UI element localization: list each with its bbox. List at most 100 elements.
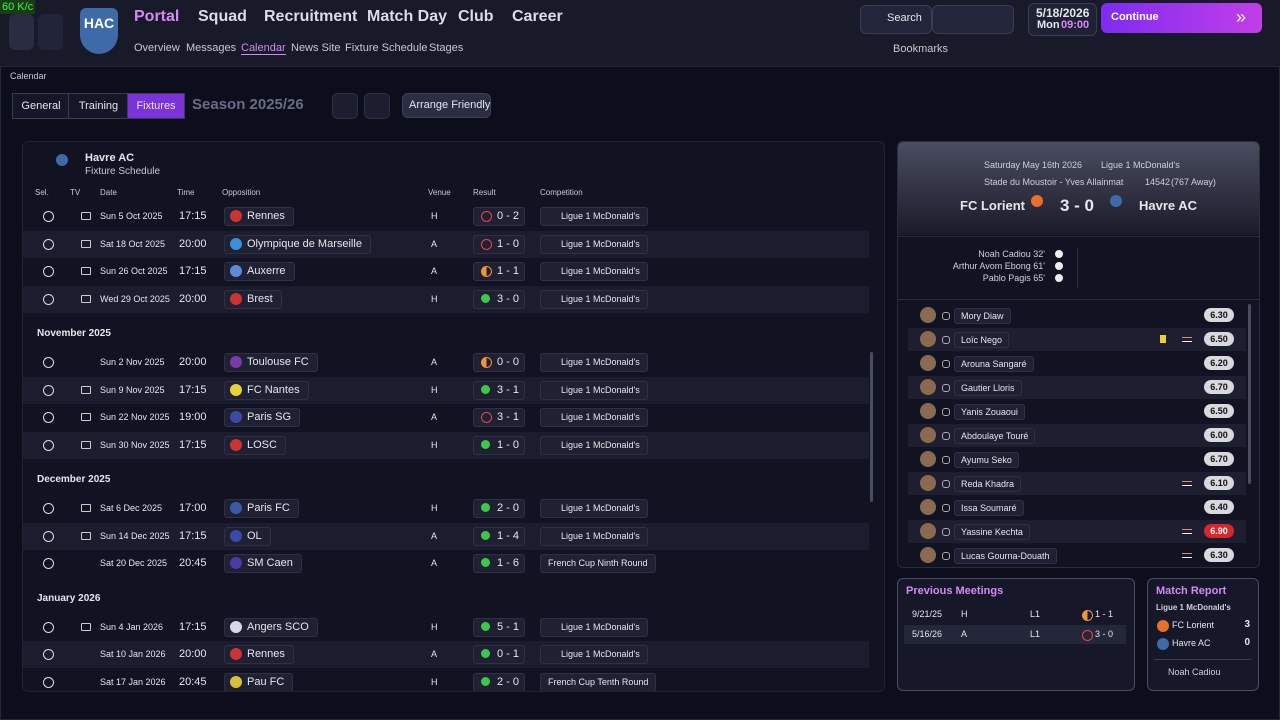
select-radio[interactable] xyxy=(43,439,54,451)
fixture-row[interactable]: Sun 9 Nov 2025 17:15 FC Nantes H 3 - 1 Ligue … xyxy=(23,376,869,404)
player-row[interactable]: Mory Diaw 6.30 xyxy=(908,304,1246,327)
bookmarks[interactable]: Bookmarks xyxy=(893,43,949,55)
select-radio[interactable] xyxy=(43,649,54,660)
opposition-chip[interactable]: Paris SG xyxy=(224,408,301,427)
select-radio[interactable] xyxy=(43,621,54,633)
select-radio[interactable] xyxy=(43,676,54,688)
fixture-row[interactable]: Sun 4 Jan 2026 17:15 Angers SCO H 5 - 1 Ligue… xyxy=(23,614,869,641)
match-header xyxy=(898,142,1259,235)
player-photo xyxy=(920,355,936,371)
arrange-friendly[interactable] xyxy=(402,93,491,118)
forward-button[interactable] xyxy=(38,14,63,50)
opposition-chip[interactable]: Olympique de Marseille xyxy=(224,234,371,254)
player-row[interactable]: Gautier Lloris 6.70 xyxy=(908,376,1246,399)
select-radio[interactable] xyxy=(43,266,54,277)
select-radio[interactable] xyxy=(43,238,54,250)
icon-buttons[interactable] xyxy=(932,5,1014,34)
fixture-row[interactable]: Sat 20 Dec 2025 20:45 SM Caen A 1 - 6 French … xyxy=(23,550,869,577)
subnav-item[interactable]: Overview xyxy=(134,42,180,54)
arrange-label[interactable]: Arrange Friendly xyxy=(409,99,491,111)
fixture-row[interactable]: Sun 2 Nov 2025 20:00 Toulouse FC A 0 - 0 Ligu… xyxy=(23,349,869,376)
opposition-chip[interactable]: LOSC xyxy=(224,435,286,455)
fixture-row[interactable]: Sat 17 Jan 2026 20:45 Pau FC H 2 - 0 French C… xyxy=(23,669,869,691)
date: Sun 4 Jan 2026 xyxy=(100,621,164,632)
opposition-chip[interactable]: Angers SCO xyxy=(224,617,318,637)
divider xyxy=(898,299,1259,300)
select-radio[interactable] xyxy=(43,357,54,368)
fixture-row[interactable]: Sun 30 Nov 2025 17:15 LOSC H 1 - 0 Ligue 1 Mc… xyxy=(23,431,869,459)
opposition-chip[interactable]: Pau FC xyxy=(224,672,294,691)
season[interactable]: Season 2025/26 xyxy=(192,96,304,113)
role-icon xyxy=(942,480,950,488)
fixture-row[interactable]: Sun 14 Dec 2025 17:15 OL A 1 - 4 Ligue 1 McDo… xyxy=(23,522,869,550)
time: 20:00 xyxy=(179,292,207,305)
select-radio[interactable] xyxy=(43,530,54,542)
fixture-row[interactable]: Sat 10 Jan 2026 20:00 Rennes A 0 - 1 Ligue 1 … xyxy=(23,641,869,668)
search[interactable] xyxy=(860,5,932,34)
player-row[interactable]: Loïc Nego 6.50 xyxy=(908,328,1246,351)
tab[interactable]: General xyxy=(12,93,70,119)
date-box xyxy=(1028,3,1097,36)
player-row[interactable]: Reda Khadra 6.10 xyxy=(908,472,1246,495)
continue-label[interactable]: Continue xyxy=(1111,11,1159,23)
select-radio[interactable] xyxy=(43,558,54,569)
meeting-row[interactable]: 9/21/25 H L1 1 - 1 xyxy=(904,605,1126,624)
opposition-chip[interactable]: OL xyxy=(224,526,271,546)
tab[interactable]: Fixtures xyxy=(127,93,185,119)
opposition-chip[interactable]: FC Nantes xyxy=(224,380,309,400)
nav-item[interactable]: Squad xyxy=(198,8,247,25)
player-row[interactable]: Lucas Gourna-Douath 6.30 xyxy=(908,544,1246,567)
search-label[interactable]: Search xyxy=(887,12,922,24)
next-season[interactable] xyxy=(364,93,390,119)
opposition-chip[interactable]: Brest xyxy=(224,289,282,309)
nav-item[interactable]: Match Day xyxy=(367,8,448,25)
fixture-row[interactable]: Sat 6 Dec 2025 17:00 Paris FC H 2 - 0 Ligue 1… xyxy=(23,495,869,522)
player-row[interactable]: Ayumu Seko 6.70 xyxy=(908,448,1246,471)
result-chip: 1 - 4 xyxy=(473,526,525,546)
player-row[interactable]: Abdoulaye Touré 6.00 xyxy=(908,424,1246,447)
select-radio[interactable] xyxy=(43,412,54,423)
opposition-chip[interactable]: SM Caen xyxy=(224,554,302,573)
time: 17:15 xyxy=(179,438,207,451)
subnav-item[interactable]: Fixture Schedule xyxy=(345,42,428,54)
tab[interactable]: Training xyxy=(68,93,129,119)
nav-item[interactable]: Club xyxy=(458,8,494,25)
club-logo[interactable]: HAC xyxy=(80,8,118,54)
date: Wed 29 Oct 2025 xyxy=(100,293,170,304)
fixture-row[interactable]: Sun 22 Nov 2025 19:00 Paris SG A 3 - 1 Ligue … xyxy=(23,404,869,431)
select-radio[interactable] xyxy=(43,503,54,514)
subnav-item[interactable]: Messages xyxy=(186,42,237,54)
player-row[interactable]: Issa Soumaré 6.40 xyxy=(908,496,1246,519)
select-radio[interactable] xyxy=(43,384,54,396)
fixture-row[interactable]: Sun 5 Oct 2025 17:15 Rennes H 0 - 2 Ligue 1 M… xyxy=(23,203,869,230)
subnav-item[interactable]: Calendar xyxy=(241,42,286,55)
opposition-chip[interactable]: Toulouse FC xyxy=(224,353,318,372)
prev-season[interactable] xyxy=(332,93,358,119)
fixture-row[interactable]: Wed 29 Oct 2025 20:00 Brest H 3 - 0 Ligue 1 M… xyxy=(23,285,869,313)
select-radio[interactable] xyxy=(43,293,54,305)
player-name: Arouna Sangaré xyxy=(954,356,1034,372)
opposition-chip[interactable]: Rennes xyxy=(224,645,294,664)
select-radio[interactable] xyxy=(43,211,54,222)
opposition-chip[interactable]: Paris FC xyxy=(224,499,299,518)
nav-item[interactable]: Portal xyxy=(134,8,180,25)
continue-button[interactable] xyxy=(1101,3,1262,33)
result-icon xyxy=(481,238,492,250)
player-row[interactable]: Yanis Zouaoui 6.50 xyxy=(908,400,1246,423)
subnav-item[interactable]: Stages xyxy=(429,42,464,54)
nav-item[interactable]: Recruitment xyxy=(264,8,358,25)
subnav-item[interactable]: News Site xyxy=(291,42,341,54)
fixture-row[interactable]: Sat 18 Oct 2025 20:00 Olympique de Marseil… xyxy=(23,230,869,258)
meeting-row[interactable]: 5/16/26 A L1 3 - 0 xyxy=(904,625,1126,644)
player-row[interactable]: Arouna Sangaré 6.20 xyxy=(908,352,1246,375)
result-chip: 3 - 1 xyxy=(473,380,525,400)
continue-icon[interactable]: » xyxy=(1236,7,1247,27)
result: 2 - 0 xyxy=(497,502,520,514)
fixture-row[interactable]: Sun 26 Oct 2025 17:15 Auxerre A 1 - 1 Ligue 1… xyxy=(23,258,869,285)
player-name: Issa Soumaré xyxy=(954,500,1024,516)
opposition-chip[interactable]: Auxerre xyxy=(224,262,295,281)
opposition-chip[interactable]: Rennes xyxy=(224,207,294,226)
nav-item[interactable]: Career xyxy=(512,8,563,25)
back-button[interactable] xyxy=(9,14,34,50)
player-row[interactable]: Yassine Kechta 6.90 xyxy=(908,520,1246,543)
